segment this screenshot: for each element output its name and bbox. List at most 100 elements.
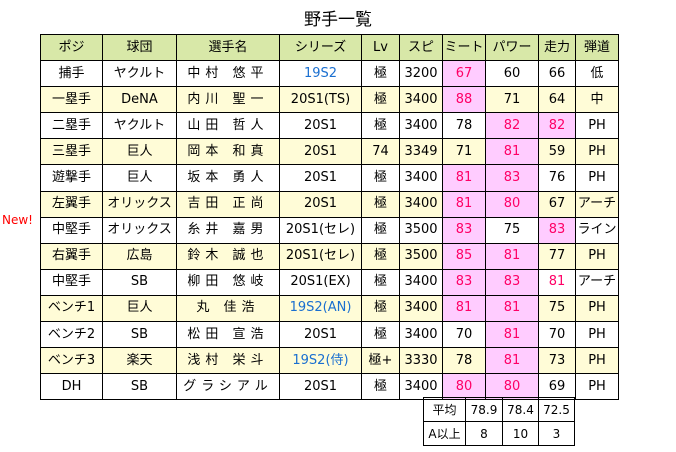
cell-level[interactable]: 極+ — [361, 347, 400, 375]
cell-speed[interactable]: 81 — [538, 268, 576, 296]
cell-player-name[interactable]: 吉田 正尚 — [176, 190, 280, 218]
cell-trajectory[interactable]: PH — [575, 164, 619, 192]
average-speed[interactable]: 72.5 — [538, 397, 575, 422]
cell-power[interactable]: 81 — [485, 242, 539, 270]
cell-speed[interactable]: 77 — [538, 242, 576, 270]
a-rank-label[interactable]: A以上 — [423, 421, 466, 446]
cell-speed[interactable]: 83 — [538, 216, 576, 244]
cell-series[interactable]: 19S2(侍) — [279, 347, 362, 375]
header-series[interactable]: シリーズ — [279, 33, 362, 62]
cell-position[interactable]: 二塁手 — [40, 112, 103, 140]
cell-team[interactable]: 広島 — [102, 242, 177, 270]
cell-spirit[interactable]: 3500 — [399, 242, 443, 270]
cell-series[interactable]: 20S1(EX) — [279, 268, 362, 296]
cell-team[interactable]: ヤクルト — [102, 60, 177, 88]
cell-player-name[interactable]: 鈴木 誠也 — [176, 242, 280, 270]
cell-level[interactable]: 極 — [361, 242, 400, 270]
cell-position[interactable]: 左翼手 — [40, 190, 103, 218]
cell-trajectory[interactable]: PH — [575, 138, 619, 166]
cell-speed[interactable]: 59 — [538, 138, 576, 166]
cell-player-name[interactable]: 浅村 栄斗 — [176, 347, 280, 375]
cell-power[interactable]: 60 — [485, 60, 539, 88]
cell-power[interactable]: 80 — [485, 190, 539, 218]
cell-series[interactable]: 20S1(セレ) — [279, 242, 362, 270]
cell-position[interactable]: 中堅手 — [40, 216, 103, 244]
cell-spirit[interactable]: 3400 — [399, 112, 443, 140]
header-trajectory[interactable]: 弾道 — [575, 33, 619, 62]
cell-position[interactable]: 三塁手 — [40, 138, 103, 166]
cell-meet[interactable]: 78 — [442, 112, 486, 140]
cell-spirit[interactable]: 3400 — [399, 268, 443, 296]
cell-team[interactable]: 楽天 — [102, 347, 177, 375]
cell-team[interactable]: SB — [102, 373, 177, 401]
cell-team[interactable]: オリックス — [102, 190, 177, 218]
cell-level[interactable]: 極 — [361, 112, 400, 140]
cell-meet[interactable]: 67 — [442, 60, 486, 88]
cell-series[interactable]: 20S1(TS) — [279, 86, 362, 114]
cell-position[interactable]: 中堅手 — [40, 268, 103, 296]
cell-meet[interactable]: 81 — [442, 294, 486, 323]
cell-speed[interactable]: 82 — [538, 112, 576, 140]
cell-trajectory[interactable]: PH — [575, 112, 619, 140]
cell-power[interactable]: 83 — [485, 164, 539, 192]
cell-speed[interactable]: 64 — [538, 86, 576, 114]
cell-level[interactable]: 極 — [361, 268, 400, 296]
cell-speed[interactable]: 69 — [538, 373, 576, 401]
cell-level[interactable]: 極 — [361, 86, 400, 114]
header-speed[interactable]: 走力 — [538, 33, 576, 62]
cell-spirit[interactable]: 3400 — [399, 373, 443, 401]
cell-player-name[interactable]: グラシアル — [176, 373, 280, 401]
a-rank-speed[interactable]: 3 — [538, 421, 575, 446]
cell-power[interactable]: 81 — [485, 347, 539, 375]
average-power[interactable]: 78.4 — [502, 397, 539, 422]
cell-power[interactable]: 75 — [485, 216, 539, 244]
cell-player-name[interactable]: 山田 哲人 — [176, 112, 280, 140]
cell-trajectory[interactable]: PH — [575, 321, 619, 349]
cell-player-name[interactable]: 坂本 勇人 — [176, 164, 280, 192]
cell-trajectory[interactable]: PH — [575, 242, 619, 270]
cell-meet[interactable]: 78 — [442, 347, 486, 375]
cell-trajectory[interactable]: 中 — [575, 86, 619, 114]
cell-team[interactable]: SB — [102, 268, 177, 296]
header-player-name[interactable]: 選手名 — [176, 33, 280, 62]
cell-power[interactable]: 80 — [485, 373, 539, 401]
cell-meet[interactable]: 83 — [442, 216, 486, 244]
cell-spirit[interactable]: 3400 — [399, 321, 443, 349]
cell-speed[interactable]: 70 — [538, 321, 576, 349]
cell-speed[interactable]: 73 — [538, 347, 576, 375]
cell-series[interactable]: 20S1 — [279, 164, 362, 192]
header-level[interactable]: Lv — [361, 33, 400, 62]
cell-meet[interactable]: 80 — [442, 373, 486, 401]
cell-series[interactable]: 20S1 — [279, 190, 362, 218]
header-spirit[interactable]: スピ — [399, 33, 443, 62]
header-team[interactable]: 球団 — [102, 33, 177, 62]
cell-team[interactable]: オリックス — [102, 216, 177, 244]
cell-trajectory[interactable]: アーチ — [575, 190, 619, 218]
cell-level[interactable]: 74 — [361, 138, 400, 166]
cell-level[interactable]: 極 — [361, 373, 400, 401]
cell-team[interactable]: SB — [102, 321, 177, 349]
cell-level[interactable]: 極 — [361, 321, 400, 349]
cell-level[interactable]: 極 — [361, 216, 400, 244]
cell-spirit[interactable]: 3400 — [399, 164, 443, 192]
cell-spirit[interactable]: 3400 — [399, 190, 443, 218]
cell-position[interactable]: 一塁手 — [40, 86, 103, 114]
cell-power[interactable]: 81 — [485, 294, 539, 323]
cell-position[interactable]: 右翼手 — [40, 242, 103, 270]
cell-spirit[interactable]: 3500 — [399, 216, 443, 244]
cell-team[interactable]: DeNA — [102, 86, 177, 114]
average-meet[interactable]: 78.9 — [465, 397, 503, 422]
cell-speed[interactable]: 75 — [538, 294, 576, 323]
header-position[interactable]: ポジ — [40, 33, 103, 62]
cell-trajectory[interactable]: 低 — [575, 60, 619, 88]
cell-trajectory[interactable]: PH — [575, 347, 619, 375]
cell-position[interactable]: DH — [40, 373, 103, 401]
average-label[interactable]: 平均 — [423, 397, 466, 422]
cell-power[interactable]: 82 — [485, 112, 539, 140]
a-rank-meet[interactable]: 8 — [465, 421, 503, 446]
cell-series[interactable]: 20S1 — [279, 112, 362, 140]
cell-position[interactable]: ベンチ3 — [40, 347, 103, 375]
cell-team[interactable]: 巨人 — [102, 138, 177, 166]
cell-speed[interactable]: 76 — [538, 164, 576, 192]
cell-player-name[interactable]: 岡本 和真 — [176, 138, 280, 166]
